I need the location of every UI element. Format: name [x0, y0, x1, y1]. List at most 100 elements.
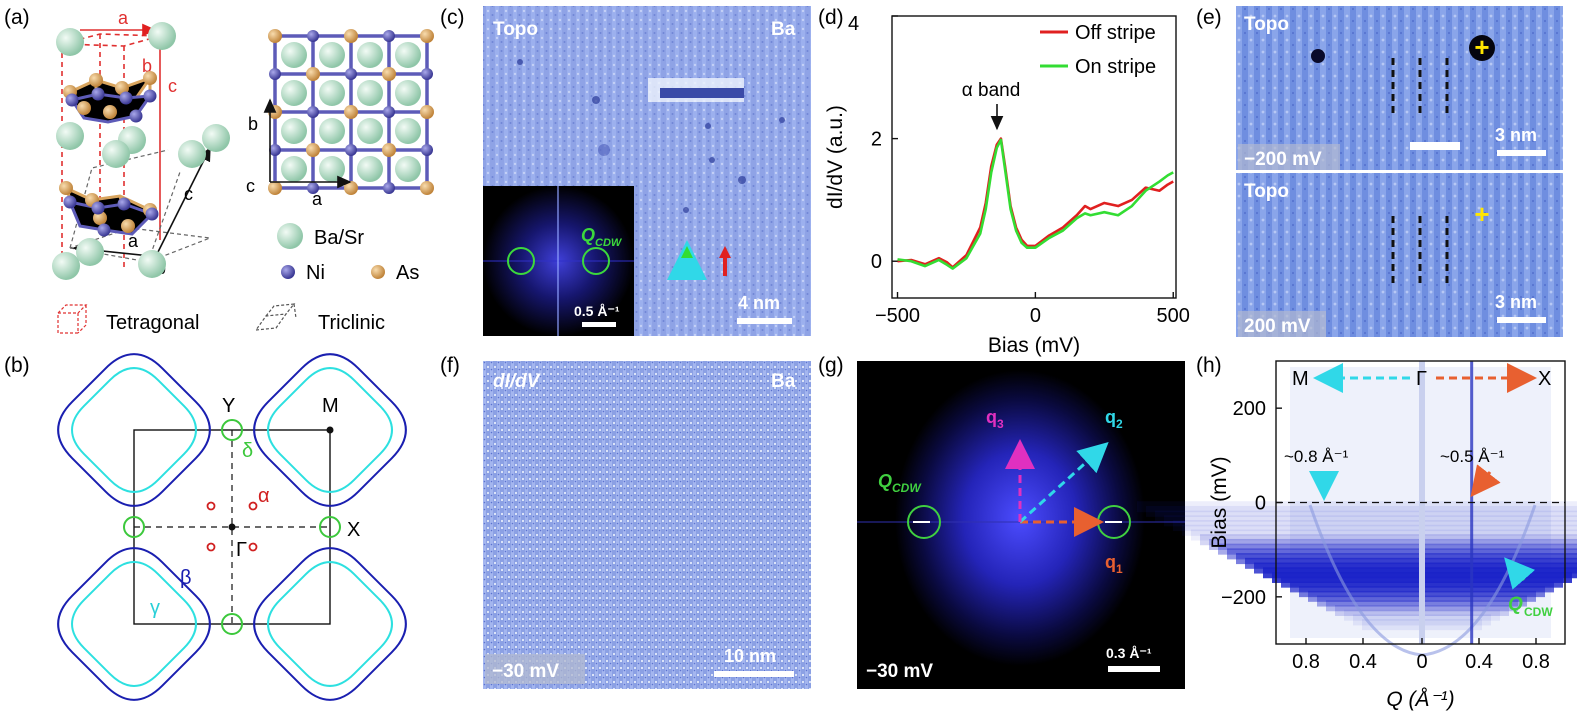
- ni-atom: [269, 68, 281, 80]
- fft-inset-scale-label: 0.5 Å⁻¹: [574, 303, 620, 319]
- m-point: [326, 426, 334, 434]
- heatmap-band: [1227, 548, 1577, 560]
- triclinic-cell: [69, 149, 211, 263]
- scalebar-c: [737, 318, 792, 324]
- direction-X: X: [1538, 368, 1551, 390]
- legend-as-swatch: [371, 265, 385, 279]
- q3-label: q3: [986, 407, 1004, 431]
- panel-label-d: (d): [818, 6, 844, 29]
- ni-atom: [345, 68, 357, 80]
- ni-atom: [345, 144, 357, 156]
- ni-atom: [269, 144, 281, 156]
- period-bar-e: [1410, 142, 1460, 150]
- stm-topography-e-bottom: [1236, 173, 1563, 337]
- label-alpha: α: [258, 485, 270, 507]
- heatmap-band: [1209, 538, 1577, 550]
- basr-atom: [281, 156, 307, 182]
- scale-label-g: 0.3 Å⁻¹: [1106, 645, 1152, 661]
- as-atom: [344, 181, 358, 195]
- heatmap-band: [1146, 505, 1577, 517]
- qcdw-sub-h: CDW: [1524, 605, 1553, 619]
- y-axis-label: Bias (mV): [1208, 456, 1231, 548]
- xtick-label: 500: [1157, 305, 1190, 327]
- as-atom: [420, 181, 434, 195]
- beta-pocket: [57, 547, 211, 701]
- label-Y: Y: [222, 395, 235, 417]
- scale-label-e-top: 3 nm: [1495, 125, 1537, 145]
- marker-top: +: [1474, 32, 1489, 62]
- x-axis-label: Bias (mV): [988, 334, 1080, 357]
- panel-f: (f) dI/dV Ba −30 mV 10 nm: [440, 354, 811, 689]
- fft-inset-qcdw-right: [582, 247, 610, 275]
- xtick-label: 0.4: [1349, 651, 1377, 673]
- basr-atom: [319, 118, 345, 144]
- fft-inset-qcdw-label: QCDW: [581, 225, 623, 249]
- beta-pocket: [253, 353, 407, 507]
- ni-atom: [383, 106, 395, 118]
- basr-atom: [357, 42, 383, 68]
- as-atom: [382, 143, 396, 157]
- as-atom: [344, 105, 358, 119]
- legend-tetragonal-icon: [57, 304, 88, 334]
- basr-atom: [281, 42, 307, 68]
- label-beta: β: [180, 567, 192, 589]
- scalebar-e-top: [1497, 150, 1546, 156]
- panel-label-g: (g): [818, 354, 844, 377]
- element-label-f: Ba: [771, 371, 796, 392]
- alpha-pockets: [206, 501, 258, 552]
- didv-map-f: [483, 361, 811, 689]
- spectrum-chart: −500 0 500 0 2 Bias (mV) dI/dV (a.u.) Off strip…: [824, 15, 1190, 357]
- topo-label-e-bottom: Topo: [1244, 181, 1289, 202]
- basr-atom: [319, 80, 345, 106]
- basr-atom: [395, 80, 421, 106]
- legend-ni: Ni: [306, 262, 325, 284]
- ni-atom: [307, 30, 319, 42]
- scalebar-e-bottom: [1497, 317, 1546, 323]
- dark-defect-e: [1311, 49, 1325, 63]
- label-Gamma: Γ: [236, 539, 247, 561]
- basr-atom: [281, 80, 307, 106]
- topo-label-c: Topo: [493, 19, 538, 40]
- didv-label-f: dI/dV: [493, 371, 541, 392]
- marker-bottom: +: [1474, 199, 1489, 229]
- topview-axis-c: c: [246, 176, 255, 196]
- panel-d: (d) −500 0 500 0 2 Bias (mV) dI/dV (a.u.) Off s…: [818, 6, 1190, 357]
- ni-atom: [383, 30, 395, 42]
- on-stripe-arrowhead: [681, 246, 693, 258]
- as-atom: [268, 181, 282, 195]
- y-axis-label: dI/dV (a.u.): [824, 105, 847, 209]
- as-atom: [344, 29, 358, 43]
- surface-spots: [517, 59, 785, 213]
- q2-label: q2: [1105, 407, 1123, 431]
- bias-label-e-top: −200 mV: [1244, 149, 1322, 170]
- as-atom: [268, 29, 282, 43]
- stripe-guides: [1391, 58, 1449, 286]
- fft-inset-scalebar: [582, 322, 616, 327]
- bias-bg-f: [485, 654, 585, 684]
- bias-bg-e-top: [1238, 144, 1340, 170]
- panel-a: (a) a b c a b c: [4, 6, 434, 334]
- ytick-label: 0: [871, 251, 882, 273]
- heatmap-band: [1164, 515, 1577, 527]
- gamma-point: [228, 523, 236, 531]
- scale-label-e-bottom: 3 nm: [1495, 292, 1537, 312]
- panel-label-f: (f): [440, 354, 460, 377]
- ni-atom: [421, 68, 433, 80]
- heatmap-band: [1200, 534, 1577, 546]
- gamma-pocket: [267, 367, 393, 493]
- adatom-top: [1469, 35, 1495, 61]
- label-X: X: [347, 519, 360, 541]
- direction-M: M: [1292, 368, 1309, 390]
- bias-label-g: −30 mV: [866, 661, 933, 682]
- x-axis-label: Q (Å⁻¹): [1386, 688, 1454, 711]
- as-atom: [420, 105, 434, 119]
- gamma-pocket: [71, 367, 197, 493]
- direction-Gamma: Γ: [1416, 368, 1427, 390]
- annotation-right: ~0.5 Å⁻¹: [1440, 447, 1505, 466]
- beta-pocket: [253, 547, 407, 701]
- ytick-d-4: 4: [848, 13, 859, 35]
- as-atom: [420, 29, 434, 43]
- fft-inset-qcdw-left: [507, 247, 535, 275]
- series-line-1: [897, 138, 1174, 270]
- stm-topography-e-top: [1236, 6, 1563, 170]
